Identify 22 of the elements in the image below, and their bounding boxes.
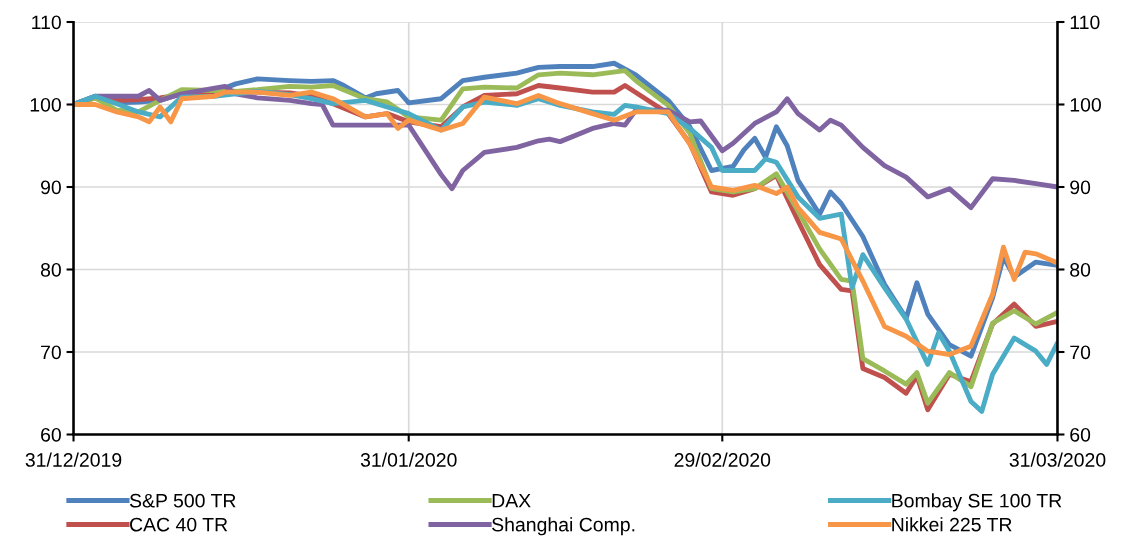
y-tick-label: 110 — [32, 15, 61, 30]
legend-label: Shanghai Comp. — [492, 517, 635, 536]
y-tick-label: 70 — [41, 345, 61, 360]
x-tick-label: 31/01/2020 — [360, 452, 457, 467]
x-tick-label: 31/03/2020 — [1009, 452, 1106, 467]
x-tick-label: 31/12/2019 — [25, 452, 122, 467]
y-tick-label: 100 — [30, 97, 61, 112]
legend-label: Bombay SE 100 TR — [892, 493, 1062, 512]
legend-label: CAC 40 TR — [130, 517, 228, 532]
y2-tick-label: 60 — [1070, 427, 1091, 442]
legend-label: S&P 500 TR — [129, 493, 236, 508]
y2-tick-label: 90 — [1070, 180, 1091, 195]
y-tick-label: 80 — [40, 262, 61, 277]
legend-label: DAX — [492, 493, 531, 508]
y2-tick-label: 110 — [1070, 15, 1100, 30]
y-tick-label: 60 — [41, 427, 61, 442]
y2-tick-label: 100 — [1070, 97, 1101, 112]
y-tick-label: 90 — [41, 180, 61, 195]
legend-label: Nikkei 225 TR — [892, 517, 1012, 532]
x-tick-label: 29/02/2020 — [674, 452, 771, 467]
y2-tick-label: 80 — [1070, 262, 1091, 277]
y2-tick-label: 70 — [1070, 345, 1091, 360]
